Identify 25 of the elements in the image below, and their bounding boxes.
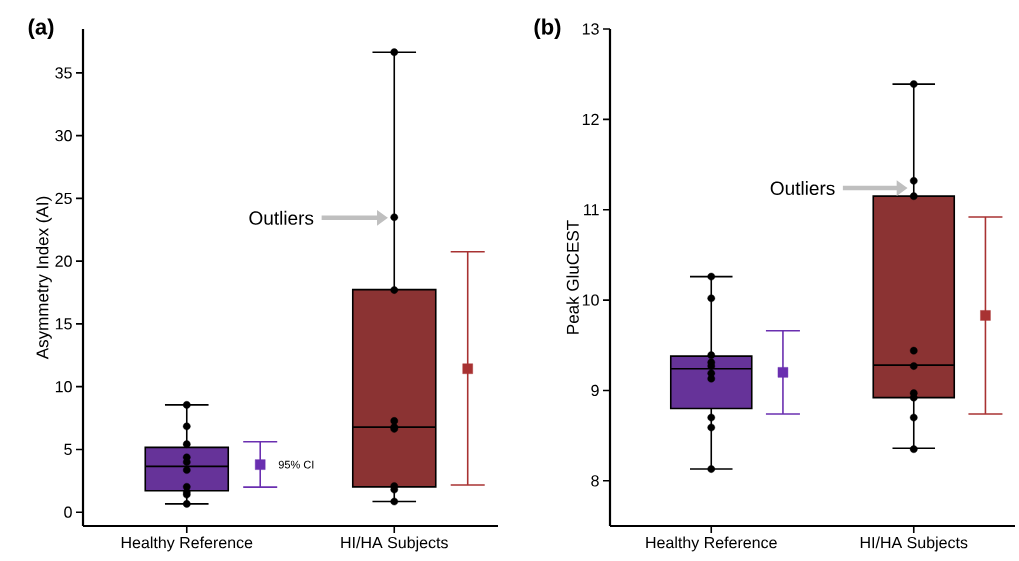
y-tick-label: 20 [55, 255, 72, 267]
y-tick-label: 10 [55, 381, 72, 393]
x-tick-label: Healthy Reference [121, 536, 253, 552]
x-tick-label: HI/HA Subjects [341, 536, 448, 552]
y-tick-label: 11 [584, 204, 599, 216]
y-tick-label: 0 [64, 506, 72, 518]
y-tick-label: 8 [591, 475, 599, 487]
y-tick-label: 10 [582, 294, 599, 306]
y-tick-label: 12 [582, 113, 599, 125]
y-tick-label: 9 [591, 384, 599, 397]
annotation: Outliers [770, 181, 835, 196]
y-tick-label: 15 [55, 318, 72, 330]
y-tick-label: 25 [55, 192, 72, 205]
y-tick-label: 35 [55, 67, 72, 79]
annotation: Outliers [249, 210, 314, 225]
x-tick-label: HI/HA Subjects [860, 536, 968, 552]
y-axis-title: Peak GluCEST [566, 220, 579, 334]
y-axis-title: Asymmetry Index (AI) [35, 196, 52, 360]
y-tick-label: 13 [582, 23, 599, 35]
y-tick-label: 30 [55, 130, 72, 142]
chart-title: (b) [534, 18, 561, 40]
y-tick-label: 5 [64, 443, 72, 456]
annotation: 95% CI [278, 460, 314, 469]
x-tick-label: Healthy Reference [646, 536, 777, 552]
chart-title: (a) [28, 18, 54, 40]
